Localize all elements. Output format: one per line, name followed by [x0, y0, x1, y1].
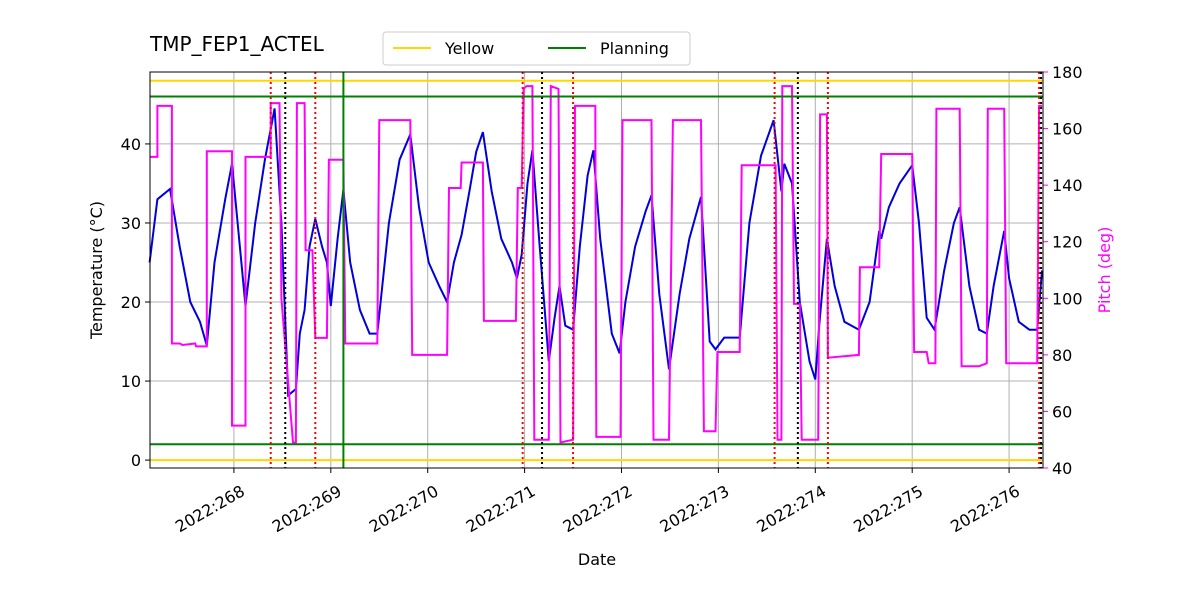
y2-tick-label: 180: [1052, 63, 1083, 82]
data-line: [148, 108, 1043, 398]
x-tick-label: 2022:273: [657, 481, 733, 536]
x-tick-label: 2022:274: [753, 481, 829, 536]
y2-tick-label: 120: [1052, 233, 1083, 252]
y-tick-label: 0: [131, 451, 141, 470]
legend: Yellow Planning: [382, 31, 691, 66]
x-tick-label: 2022:269: [269, 481, 345, 536]
x-tick-label: 2022:272: [560, 481, 636, 536]
y2-tick-label: 60: [1052, 402, 1072, 421]
plot-frame: [149, 71, 1044, 469]
data-line: [149, 84, 1042, 444]
y2-tick-label: 80: [1052, 346, 1072, 365]
y2-tick-label: 140: [1052, 176, 1083, 195]
y2-axis-label: Pitch (deg): [1095, 227, 1114, 314]
x-tick-label: 2022:270: [366, 481, 442, 536]
x-tick-label: 2022:275: [850, 481, 926, 536]
y-tick-label: 40: [121, 135, 141, 154]
x-axis-label: Date: [578, 550, 616, 569]
y-tick-label: 20: [121, 293, 141, 312]
legend-box: [382, 31, 691, 66]
x-tick-label: 2022:276: [947, 481, 1023, 536]
y2-tick-label: 100: [1052, 289, 1083, 308]
y2-tick-label: 40: [1052, 459, 1072, 478]
y-tick-label: 30: [121, 214, 141, 233]
y-axis-label: Temperature (°C): [87, 201, 106, 340]
x-tick-label: 2022:268: [172, 481, 248, 536]
legend-label: Yellow: [444, 39, 494, 58]
chart-title: TMP_FEP1_ACTEL: [149, 32, 325, 56]
x-tick-label: 2022:271: [463, 481, 539, 536]
y-tick-label: 10: [121, 372, 141, 391]
y2-tick-label: 160: [1052, 120, 1083, 139]
legend-label: Planning: [600, 39, 669, 58]
